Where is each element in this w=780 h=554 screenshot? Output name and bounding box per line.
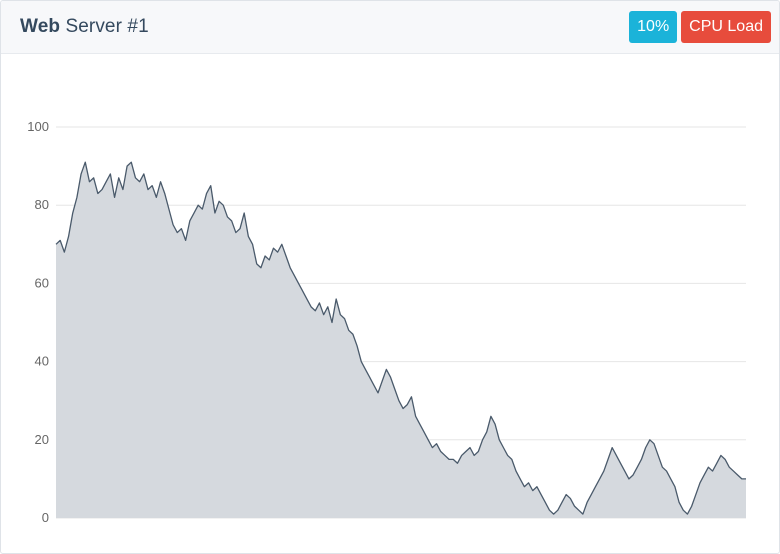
cpu-load-area [56, 162, 746, 518]
y-tick-label-20: 20 [35, 432, 49, 447]
card-title: Web Server #1 [20, 16, 149, 38]
title-rest: Server #1 [65, 16, 149, 37]
y-tick-label-40: 40 [35, 354, 49, 369]
badge-group: 10% CPU Load [629, 11, 771, 43]
title-strong: Web [20, 16, 61, 37]
cpu-load-chart: 0 20 40 60 80 100 [27, 119, 746, 525]
card-header: Web Server #1 10% CPU Load [1, 1, 779, 54]
y-tick-label-100: 100 [27, 119, 49, 134]
cpu-load-badge[interactable]: CPU Load [681, 11, 771, 43]
y-tick-label-0: 0 [42, 510, 49, 525]
y-tick-label-80: 80 [35, 197, 49, 212]
cpu-percent-badge[interactable]: 10% [629, 11, 678, 43]
chart-container: 0 20 40 60 80 100 [1, 54, 779, 553]
cpu-load-line [55, 161, 746, 515]
y-tick-label-60: 60 [35, 275, 49, 290]
